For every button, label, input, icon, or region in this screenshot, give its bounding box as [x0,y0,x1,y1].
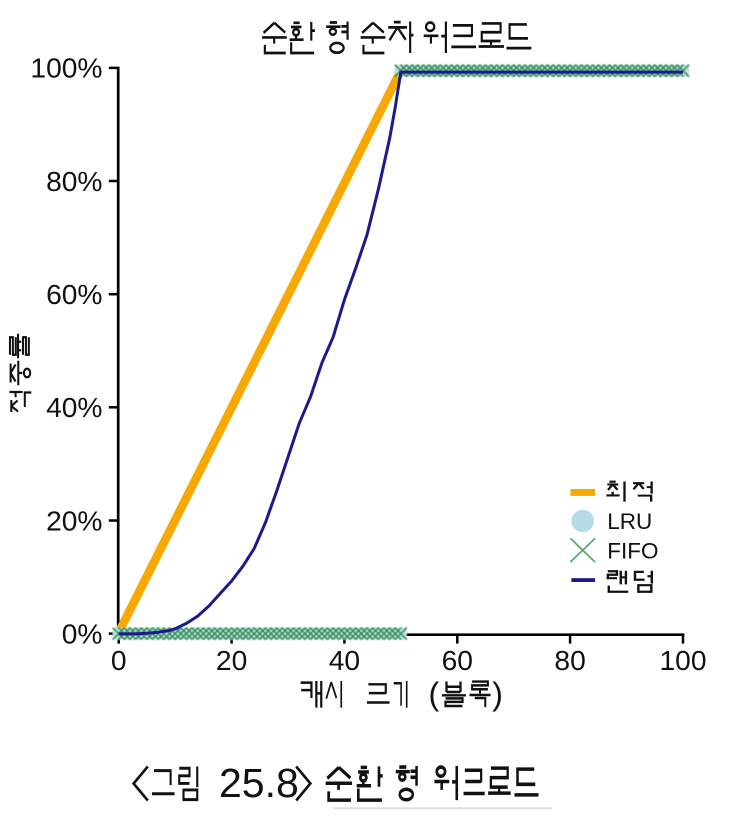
svg-text:80%: 80% [46,165,102,197]
svg-text:60: 60 [442,644,473,676]
svg-text:20: 20 [216,644,247,676]
svg-text:100: 100 [659,644,706,676]
svg-text:20%: 20% [46,504,102,536]
svg-text:LRU: LRU [607,509,652,534]
svg-text:FIFO: FIFO [607,539,658,564]
svg-text:40%: 40% [46,391,102,423]
svg-text:(: ( [429,676,440,712]
svg-text:40: 40 [329,644,360,676]
svg-text:80: 80 [554,644,585,676]
svg-text:): ) [492,676,503,712]
svg-text:0%: 0% [62,617,103,649]
svg-text:60%: 60% [46,278,102,310]
svg-text:25.8: 25.8 [219,760,299,806]
svg-text:0: 0 [111,644,127,676]
svg-text:100%: 100% [30,52,102,84]
